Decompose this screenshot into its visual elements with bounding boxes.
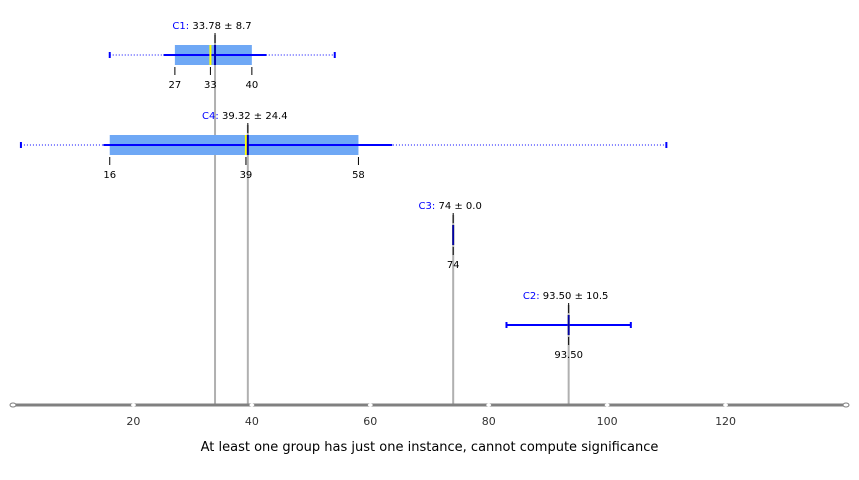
group-name-c2: C2 (523, 291, 536, 302)
x-axis-end-right (842, 402, 850, 408)
quartile-label-c1-1: 33 (204, 80, 217, 91)
quartile-label-c4-2: 58 (352, 170, 365, 181)
group-name-c4: C4 (202, 111, 215, 122)
group-stats-c1: 33.78 ± 8.7 (192, 21, 251, 32)
quartile-label-c3-0: 74 (447, 260, 460, 271)
group-annotation-c1: C1: 33.78 ± 8.7 (172, 21, 251, 32)
x-tick-label-80: 80 (482, 415, 496, 428)
quartile-label-c4-0: 16 (103, 170, 116, 181)
x-tick-100 (604, 403, 610, 407)
x-axis-end-left (9, 402, 17, 408)
group-stats-c4: 39.32 ± 24.4 (222, 111, 288, 122)
quartile-label-c1-2: 40 (245, 80, 258, 91)
x-tick-20 (130, 403, 136, 407)
quartile-label-c2-0: 93.50 (554, 350, 583, 361)
group-annotation-c2: C2: 93.50 ± 10.5 (523, 291, 609, 302)
x-tick-label-20: 20 (126, 415, 140, 428)
group-stats-c2: 93.50 ± 10.5 (543, 291, 609, 302)
group-annotation-c4: C4: 39.32 ± 24.4 (202, 111, 288, 122)
significance-message: At least one group has just one instance… (201, 440, 659, 455)
quartile-label-c1-0: 27 (169, 80, 182, 91)
x-tick-120 (723, 403, 729, 407)
group-stats-c3: 74 ± 0.0 (438, 201, 481, 212)
x-tick-40 (249, 403, 255, 407)
quartile-label-c4-1: 39 (240, 170, 253, 181)
x-tick-label-120: 120 (715, 415, 736, 428)
x-tick-label-40: 40 (245, 415, 259, 428)
x-tick-label-60: 60 (363, 415, 377, 428)
group-name-c3: C3 (419, 201, 432, 212)
x-tick-80 (486, 403, 492, 407)
x-tick-60 (367, 403, 373, 407)
group-name-c1: C1 (172, 21, 185, 32)
x-tick-label-100: 100 (597, 415, 618, 428)
group-annotation-c3: C3: 74 ± 0.0 (419, 201, 482, 212)
